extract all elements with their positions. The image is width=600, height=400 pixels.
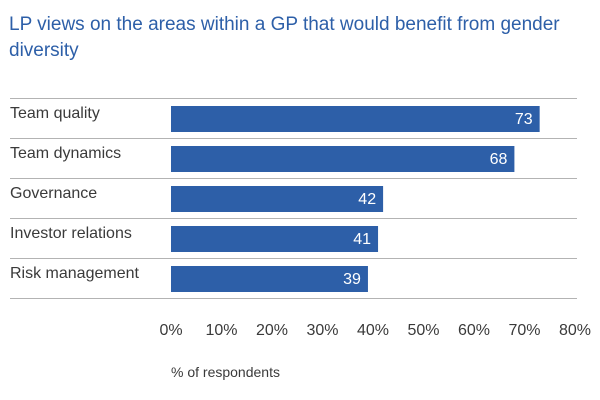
x-tick-label: 40% bbox=[357, 322, 389, 339]
category-label: Team quality bbox=[10, 105, 100, 122]
bar bbox=[171, 106, 540, 132]
x-tick-label: 80% bbox=[559, 322, 591, 339]
category-label: Investor relations bbox=[10, 225, 132, 242]
x-tick-label: 60% bbox=[458, 322, 490, 339]
value-label: 42 bbox=[358, 191, 376, 208]
category-label: Governance bbox=[10, 185, 97, 202]
bar bbox=[171, 146, 515, 172]
value-label: 68 bbox=[490, 151, 508, 168]
value-label: 39 bbox=[343, 271, 361, 288]
bars bbox=[171, 106, 540, 292]
category-label: Risk management bbox=[10, 265, 140, 282]
x-tick-label: 0% bbox=[159, 322, 182, 339]
category-label: Team dynamics bbox=[10, 145, 121, 162]
category-separators bbox=[10, 98, 577, 299]
bar bbox=[171, 266, 368, 292]
bar bbox=[171, 226, 379, 252]
x-tick-label: 10% bbox=[205, 322, 237, 339]
value-label: 73 bbox=[515, 111, 533, 128]
x-axis-label: % of respondents bbox=[171, 364, 280, 380]
x-tick-label: 50% bbox=[407, 322, 439, 339]
value-label: 41 bbox=[353, 231, 371, 248]
x-tick-label: 70% bbox=[508, 322, 540, 339]
x-tick-label: 20% bbox=[256, 322, 288, 339]
chart-title: LP views on the areas within a GP that w… bbox=[9, 14, 560, 61]
value-labels: 73 68 42 41 39 bbox=[343, 111, 533, 288]
bar bbox=[171, 186, 384, 212]
x-axis-ticks: 0% 10% 20% 30% 40% 50% 60% 70% 80% bbox=[159, 322, 591, 339]
category-labels: Team quality Team dynamics Governance Inves… bbox=[10, 105, 140, 282]
x-tick-label: 30% bbox=[306, 322, 338, 339]
